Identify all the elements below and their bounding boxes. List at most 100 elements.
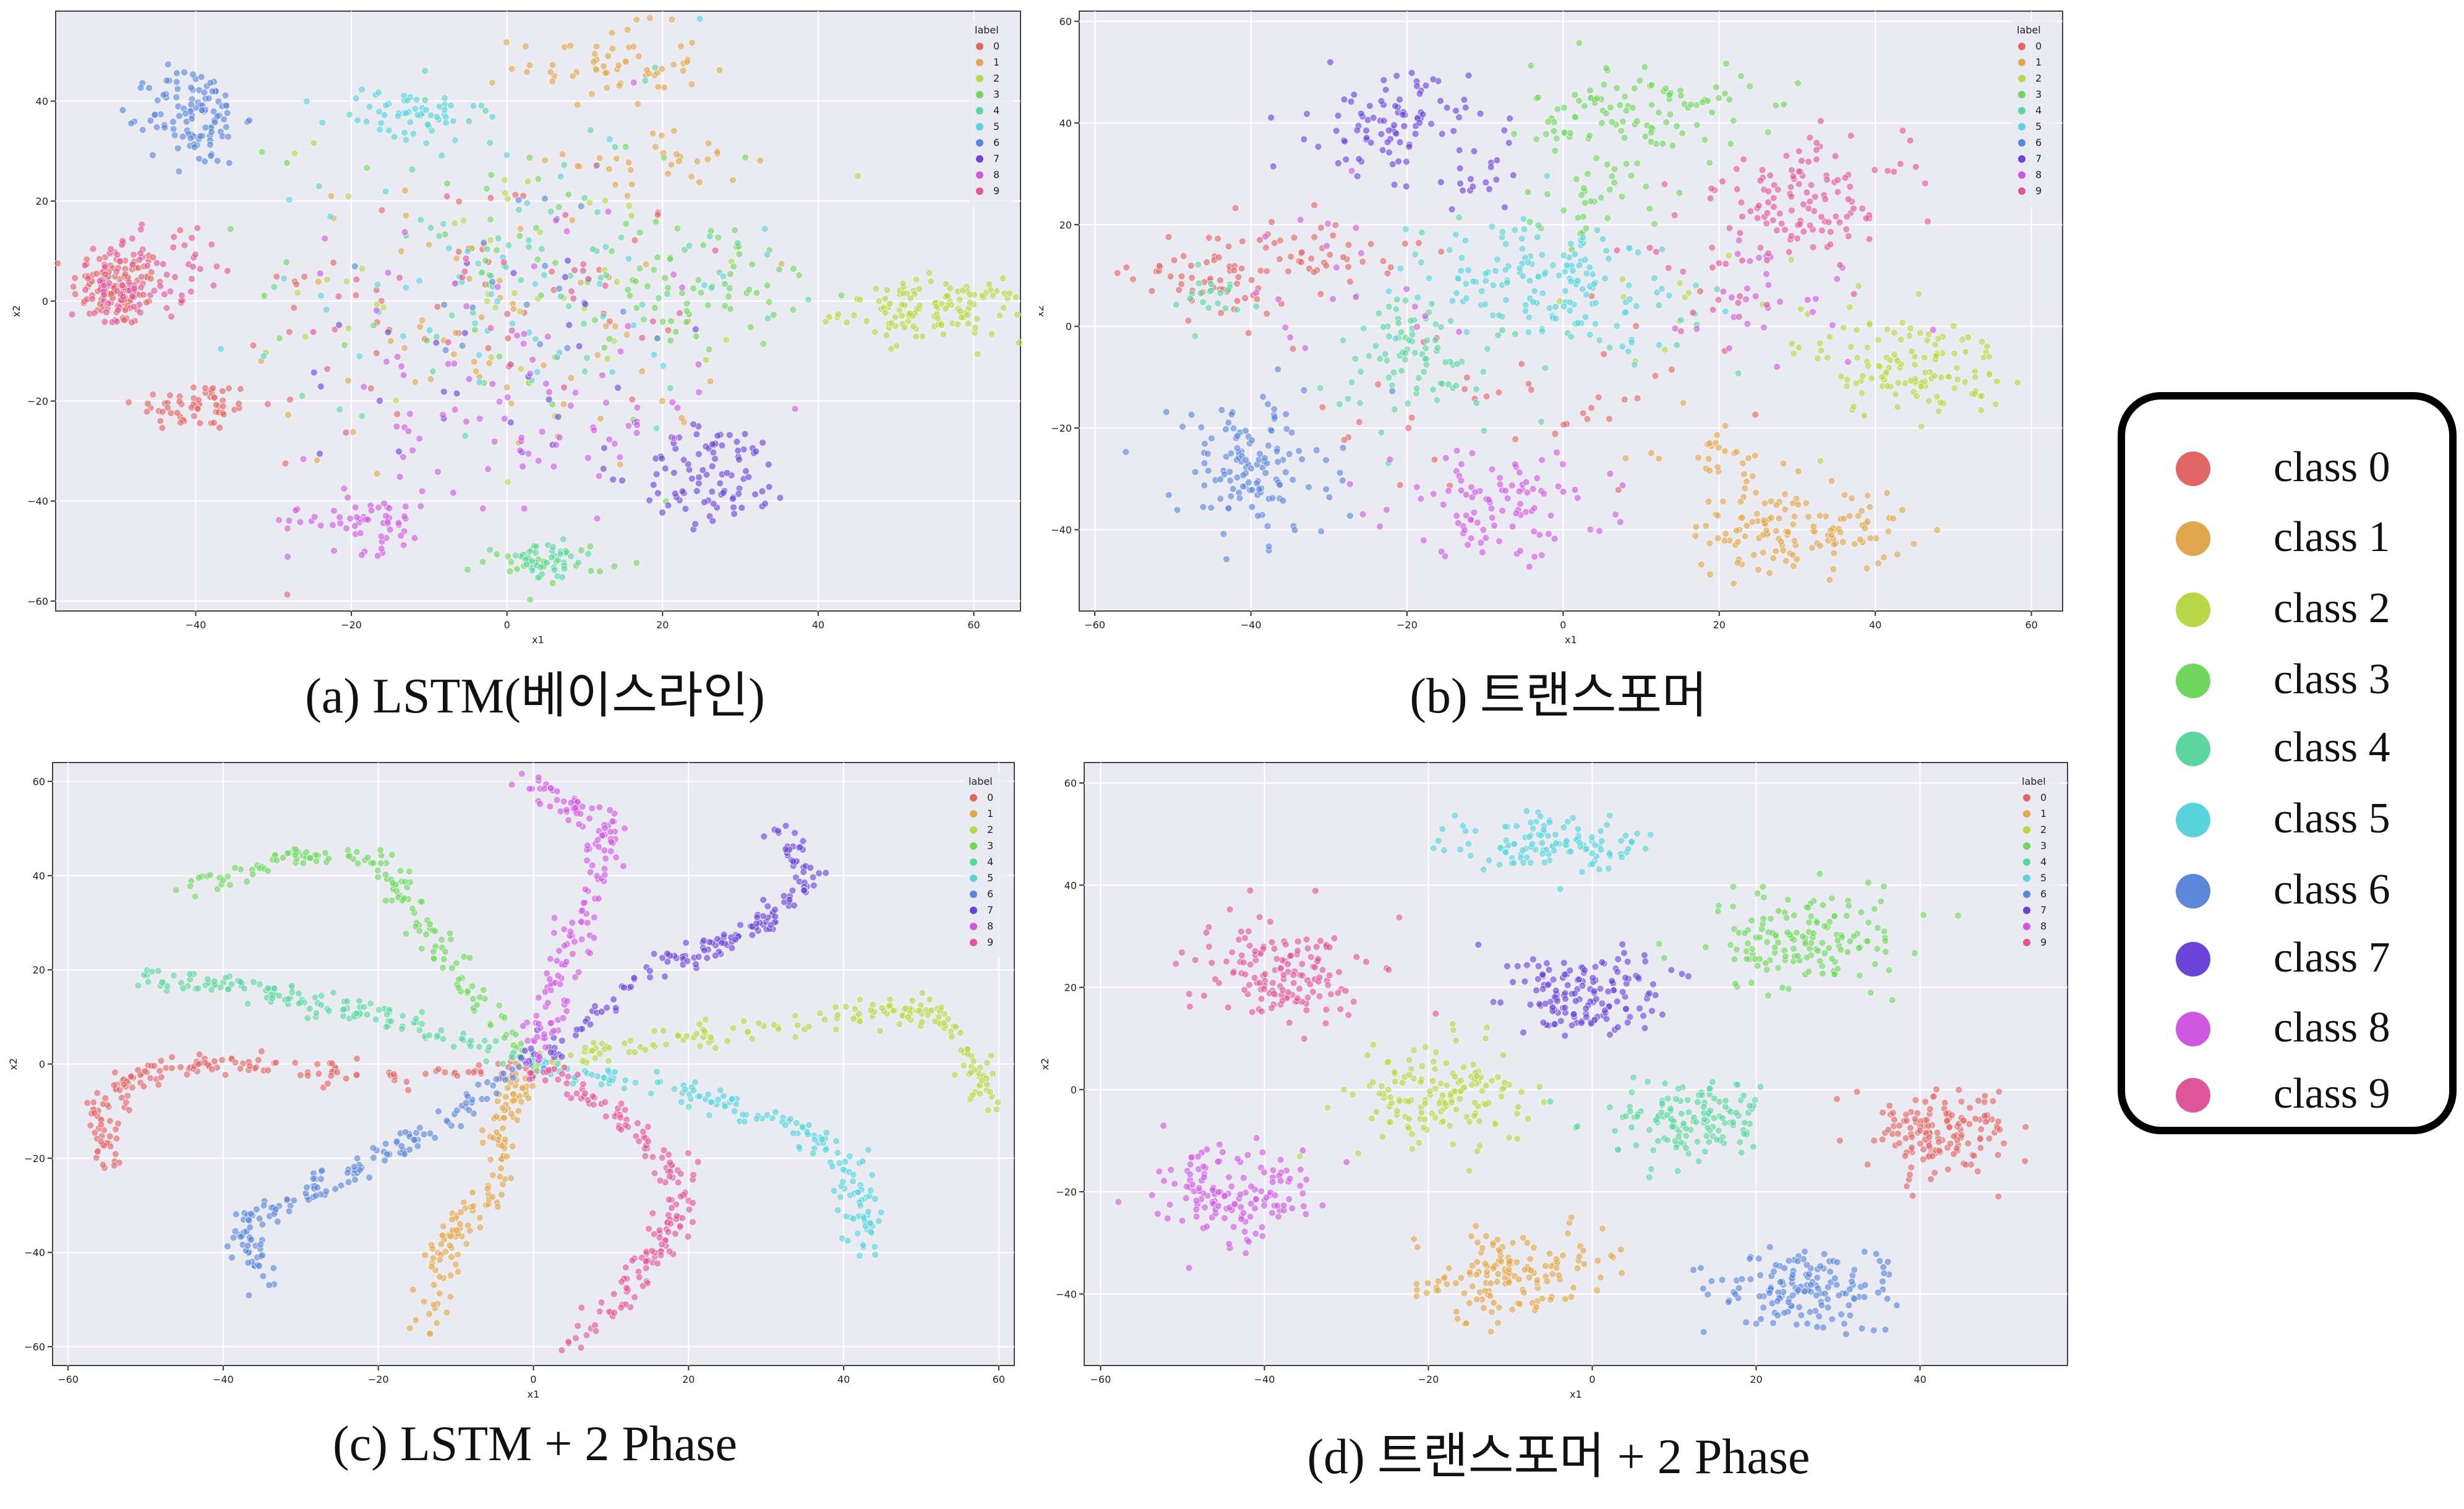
scatter-point-class-8 (1573, 494, 1581, 502)
scatter-point-class-9 (1763, 220, 1771, 228)
scatter-point-class-1 (1790, 537, 1799, 545)
scatter-point-class-7 (1400, 122, 1408, 130)
scatter-point-class-3 (748, 260, 756, 268)
scatter-point-class-3 (258, 148, 266, 156)
scatter-point-class-0 (1902, 1134, 1910, 1142)
scatter-point-class-3 (726, 284, 734, 292)
scatter-point-class-9 (125, 278, 133, 286)
scatter-point-class-0 (1188, 274, 1196, 282)
scatter-point-class-9 (196, 265, 204, 273)
scatter-point-class-2 (591, 1054, 599, 1062)
scatter-point-class-0 (235, 400, 242, 408)
plot-legend-marker (2018, 59, 2026, 66)
scatter-point-class-9 (618, 1278, 625, 1286)
scatter-point-class-0 (210, 1058, 218, 1065)
plot-legend-title: label (975, 24, 999, 36)
scatter-point-class-9 (1765, 249, 1772, 257)
scatter-point-class-9 (560, 383, 568, 391)
scatter-point-class-0 (378, 207, 386, 214)
scatter-point-class-4 (511, 552, 520, 560)
scatter-point-class-8 (620, 862, 627, 870)
scatter-point-class-3 (727, 305, 734, 313)
scatter-point-class-6 (1276, 481, 1283, 489)
scatter-point-class-5 (422, 139, 430, 147)
scatter-point-class-0 (94, 1148, 101, 1156)
scatter-point-class-5 (523, 199, 531, 207)
scatter-point-class-8 (633, 421, 641, 429)
scatter-point-class-6 (351, 1163, 358, 1171)
scatter-point-class-8 (1743, 284, 1751, 293)
scatter-point-class-9 (617, 1304, 625, 1312)
scatter-point-class-7 (1362, 127, 1370, 134)
scatter-point-class-7 (659, 954, 666, 962)
scatter-point-class-6 (255, 1215, 263, 1223)
scatter-point-class-0 (1311, 201, 1319, 209)
scatter-point-class-8 (284, 553, 291, 561)
scatter-point-class-1 (443, 1309, 451, 1317)
scatter-point-class-3 (549, 579, 557, 587)
scatter-point-class-6 (127, 119, 135, 127)
scatter-point-class-2 (939, 330, 947, 338)
plot-legend-label: 9 (987, 936, 993, 948)
scatter-point-class-4 (1351, 355, 1359, 362)
scatter-point-class-2 (938, 1003, 945, 1011)
scatter-point-class-8 (1261, 233, 1269, 241)
scatter-point-class-5 (716, 1086, 724, 1094)
scatter-point-class-5 (1560, 252, 1568, 259)
scatter-point-class-3 (1662, 85, 1670, 92)
scatter-point-class-0 (1946, 1123, 1953, 1131)
scatter-point-class-3 (1527, 62, 1535, 70)
scatter-point-class-0 (1928, 1152, 1936, 1160)
scatter-point-class-5 (659, 362, 667, 370)
scatter-point-class-6 (1223, 555, 1230, 563)
scatter-point-class-6 (462, 1099, 470, 1107)
scatter-point-class-6 (1264, 442, 1272, 450)
scatter-point-class-8 (380, 500, 388, 507)
scatter-point-class-6 (182, 109, 189, 118)
scatter-point-class-4 (483, 245, 491, 253)
scatter-point-class-3 (353, 848, 361, 856)
scatter-point-class-8 (1286, 333, 1294, 341)
scatter-point-class-4 (1401, 349, 1409, 357)
scatter-point-class-3 (389, 879, 396, 887)
scatter-point-class-5 (1574, 319, 1582, 327)
scatter-point-class-7 (612, 1004, 620, 1012)
scatter-point-class-9 (1809, 243, 1817, 251)
scatter-point-class-4 (1673, 341, 1681, 349)
scatter-point-class-8 (611, 440, 618, 448)
scatter-point-class-3 (453, 959, 460, 967)
scatter-point-class-3 (1602, 64, 1610, 72)
scatter-point-class-6 (383, 1150, 391, 1158)
scatter-point-class-0 (1953, 1145, 1961, 1152)
scatter-point-class-1 (688, 173, 695, 181)
scatter-point-class-7 (601, 444, 608, 452)
scatter-point-class-9 (1834, 188, 1842, 196)
scatter-point-class-4 (372, 1015, 380, 1024)
scatter-point-class-4 (382, 1023, 390, 1031)
scatter-point-class-5 (1511, 226, 1519, 234)
scatter-point-class-1 (611, 322, 619, 330)
scatter-point-class-8 (1515, 469, 1523, 476)
scatter-point-class-1 (1453, 1315, 1461, 1323)
scatter-point-class-5 (611, 1068, 618, 1076)
scatter-point-class-0 (249, 341, 257, 349)
scatter-point-class-8 (383, 357, 390, 365)
scatter-point-class-5 (721, 1103, 729, 1110)
scatter-point-class-4 (427, 224, 435, 232)
scatter-point-class-0 (176, 226, 184, 234)
scatter-point-class-9 (1826, 241, 1834, 249)
scatter-point-class-6 (1248, 437, 1256, 444)
scatter-point-class-1 (1505, 1279, 1513, 1286)
scatter-point-class-0 (1977, 1144, 1985, 1152)
scatter-point-class-8 (1352, 224, 1360, 232)
scatter-point-class-3 (721, 302, 729, 310)
scatter-point-class-3 (1510, 130, 1518, 138)
scatter-point-class-5 (1655, 341, 1663, 349)
scatter-point-class-8 (1728, 294, 1735, 301)
scatter-point-class-6 (197, 132, 204, 140)
scatter-point-class-2 (567, 1051, 575, 1059)
scatter-point-class-0 (83, 1099, 91, 1107)
scatter-point-class-1 (524, 1094, 533, 1102)
scatter-point-class-2 (1945, 373, 1953, 380)
scatter-point-class-8 (1804, 296, 1812, 304)
